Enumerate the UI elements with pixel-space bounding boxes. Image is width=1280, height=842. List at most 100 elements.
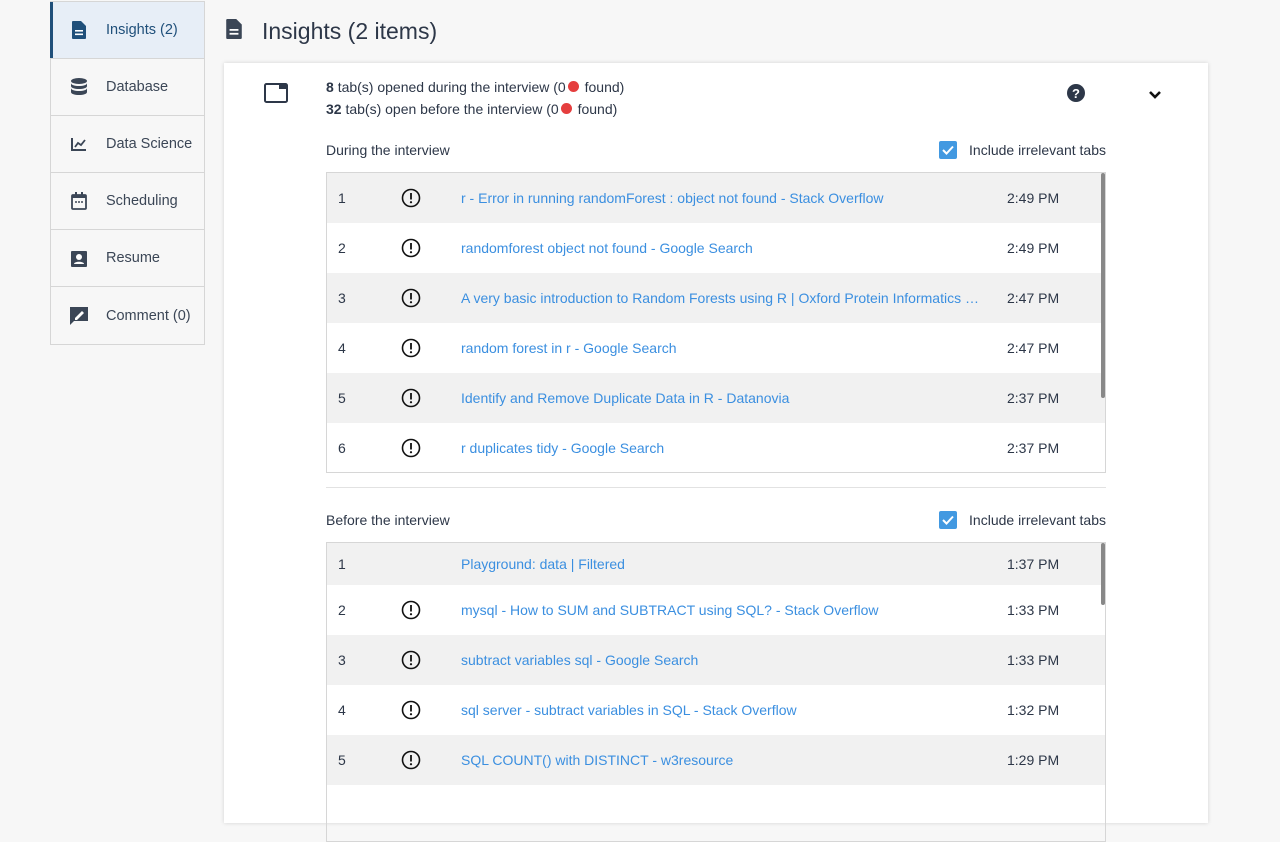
before-section: Before the interview Include irrelevant …: [326, 508, 1106, 842]
tab-time: 1:33 PM: [1007, 652, 1060, 668]
help-icon[interactable]: ?: [1067, 84, 1085, 107]
sidebar-item-data-science[interactable]: Data Science: [51, 116, 204, 173]
scrollbar[interactable]: [1101, 543, 1105, 605]
sidebar-item-label: Data Science: [106, 136, 193, 152]
exclamation-circle-icon: [401, 188, 461, 208]
row-number: 5: [338, 390, 346, 406]
svg-text:?: ?: [1072, 86, 1080, 101]
exclamation-circle-icon: [401, 288, 461, 308]
table-row[interactable]: 2 mysql - How to SUM and SUBTRACT using …: [327, 585, 1105, 635]
tab-time: 2:49 PM: [1007, 240, 1060, 256]
row-number: 6: [338, 440, 346, 456]
before-count: 32: [326, 101, 342, 117]
table-row[interactable]: 5 Identify and Remove Duplicate Data in …: [327, 373, 1105, 423]
before-text: tab(s) open before the interview (0: [345, 101, 559, 117]
table-row[interactable]: 2 randomforest object not found - Google…: [327, 223, 1105, 273]
divider: [326, 487, 1106, 488]
tab-title-link[interactable]: randomforest object not found - Google S…: [461, 240, 753, 256]
tab-time: 2:37 PM: [1007, 390, 1060, 406]
tabs-summary: 8 tab(s) opened during the interview (0 …: [326, 76, 624, 120]
comment-edit-icon: [51, 306, 106, 325]
tab-title-link[interactable]: SQL COUNT() with DISTINCT - w3resource: [461, 752, 734, 768]
chevron-down-icon[interactable]: [1148, 87, 1162, 105]
before-found: found): [577, 101, 618, 117]
sidebar-item-label: Scheduling: [106, 193, 178, 209]
row-number: 3: [338, 652, 346, 668]
scrollbar[interactable]: [1101, 173, 1105, 398]
table-row[interactable]: 3 A very basic introduction to Random Fo…: [327, 273, 1105, 323]
section-label: During the interview: [326, 142, 450, 158]
sidebar-item-label: Database: [106, 79, 169, 95]
tab-title-link[interactable]: r - Error in running randomForest : obje…: [461, 190, 884, 206]
table-row[interactable]: 4 random forest in r - Google Search 2:4…: [327, 323, 1105, 373]
tab-title-link[interactable]: sql server - subtract variables in SQL -…: [461, 702, 797, 718]
file-icon: [51, 21, 106, 39]
calendar-icon: [51, 192, 106, 210]
tab-title-link[interactable]: Playground: data | Filtered: [461, 556, 625, 572]
row-number: 3: [338, 290, 346, 306]
tab-time: 2:49 PM: [1007, 190, 1060, 206]
tab-title-link[interactable]: Identify and Remove Duplicate Data in R …: [461, 390, 790, 406]
exclamation-circle-icon: [401, 750, 461, 770]
sidebar-item-label: Resume: [106, 250, 160, 266]
checkbox-checked-icon[interactable]: [939, 141, 958, 159]
tabs-insight-card: 8 tab(s) opened during the interview (0 …: [224, 63, 1208, 842]
table-row[interactable]: 1 r - Error in running randomForest : ob…: [327, 173, 1105, 223]
include-irrelevant-checkbox[interactable]: Include irrelevant tabs: [939, 511, 1106, 529]
page-title: Insights (2 items): [262, 18, 438, 44]
during-tabs-table: 1 r - Error in running randomForest : ob…: [326, 172, 1106, 473]
table-row[interactable]: 6 r duplicates tidy - Google Search 2:37…: [327, 423, 1105, 472]
sidebar-item-comment[interactable]: Comment (0): [51, 287, 204, 344]
checkbox-label: Include irrelevant tabs: [969, 142, 1106, 158]
page-header: Insights (2 items): [226, 18, 437, 45]
table-row[interactable]: 1 Playground: data | Filtered 1:37 PM: [327, 543, 1105, 585]
tab-title-link[interactable]: r duplicates tidy - Google Search: [461, 440, 665, 456]
tab-time: 2:37 PM: [1007, 440, 1060, 456]
row-number: 5: [338, 752, 346, 768]
exclamation-circle-icon: [401, 438, 461, 458]
row-number: 4: [338, 340, 346, 356]
during-section: During the interview Include irrelevant …: [326, 138, 1106, 473]
exclamation-circle-icon: [401, 338, 461, 358]
tab-title-link[interactable]: A very basic introduction to Random Fore…: [461, 290, 981, 306]
sidebar-item-resume[interactable]: Resume: [51, 230, 204, 287]
tab-time: 2:47 PM: [1007, 340, 1060, 356]
row-number: 1: [338, 556, 346, 572]
checkbox-label: Include irrelevant tabs: [969, 512, 1106, 528]
table-row[interactable]: 3 subtract variables sql - Google Search…: [327, 635, 1105, 685]
section-label: Before the interview: [326, 512, 450, 528]
chart-line-icon: [51, 137, 106, 151]
row-number: 1: [338, 190, 346, 206]
bug-icon: [567, 81, 579, 92]
sidebar-item-insights[interactable]: Insights (2): [50, 2, 204, 59]
include-irrelevant-checkbox[interactable]: Include irrelevant tabs: [939, 141, 1106, 159]
during-count: 8: [326, 79, 334, 95]
database-icon: [51, 78, 106, 96]
checkbox-checked-icon[interactable]: [939, 511, 958, 529]
tab-title-link[interactable]: random forest in r - Google Search: [461, 340, 677, 356]
row-number: 4: [338, 702, 346, 718]
sidebar-item-database[interactable]: Database: [51, 59, 204, 116]
tab-title-link[interactable]: subtract variables sql - Google Search: [461, 652, 699, 668]
sidebar: Insights (2) Database Data Science Sched…: [50, 1, 205, 345]
tab-time: 1:32 PM: [1007, 702, 1060, 718]
tab-title-link[interactable]: mysql - How to SUM and SUBTRACT using SQ…: [461, 602, 879, 618]
row-number: 2: [338, 240, 346, 256]
table-row[interactable]: 4 sql server - subtract variables in SQL…: [327, 685, 1105, 735]
sidebar-item-label: Comment (0): [106, 307, 191, 324]
row-number: 2: [338, 602, 346, 618]
during-text: tab(s) opened during the interview (0: [337, 79, 566, 95]
tab-time: 1:33 PM: [1007, 602, 1060, 618]
during-found: found): [584, 79, 625, 95]
exclamation-circle-icon: [401, 600, 461, 620]
id-badge-icon: [51, 249, 106, 267]
exclamation-circle-icon: [401, 650, 461, 670]
sidebar-item-scheduling[interactable]: Scheduling: [51, 173, 204, 230]
file-icon: [226, 19, 242, 44]
browser-tab-icon: [264, 83, 288, 108]
tab-time: 1:37 PM: [1007, 556, 1060, 572]
table-row[interactable]: 5 SQL COUNT() with DISTINCT - w3resource…: [327, 735, 1105, 785]
sidebar-item-label: Insights (2): [106, 22, 178, 38]
before-tabs-table: 1 Playground: data | Filtered 1:37 PM 2 m…: [326, 542, 1106, 842]
tab-time: 1:29 PM: [1007, 752, 1060, 768]
